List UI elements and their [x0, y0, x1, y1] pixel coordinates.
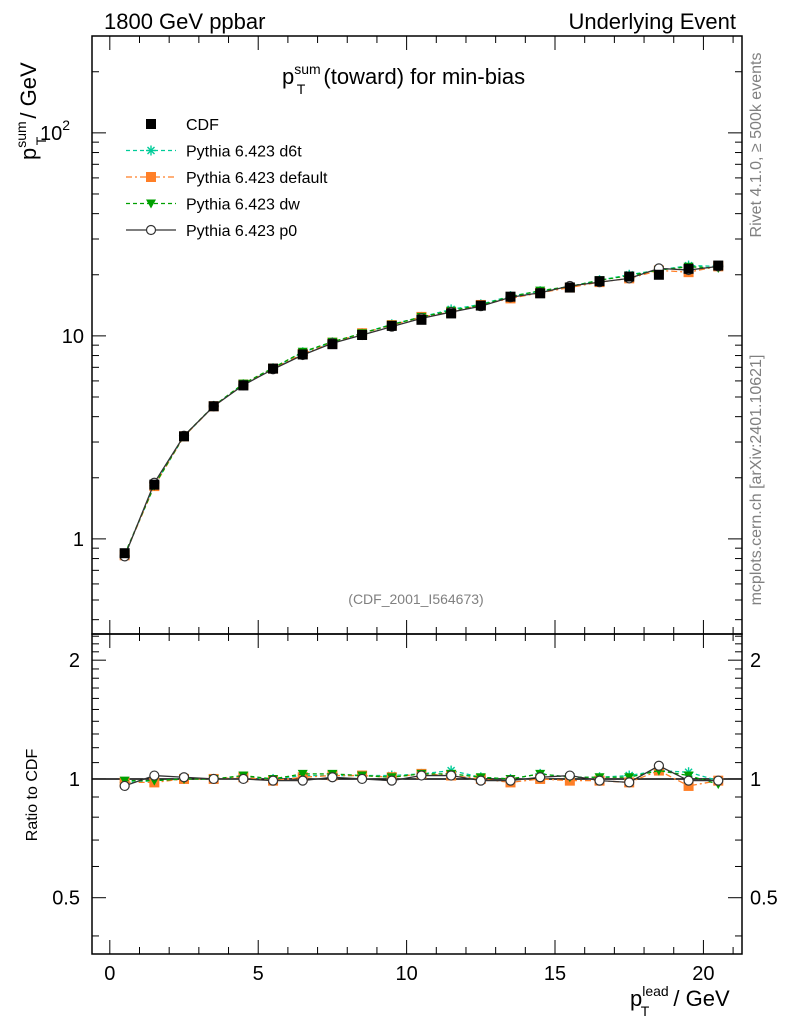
- main-point-cdf: [268, 363, 279, 374]
- legend-marker-pythia-6-423-dw: [146, 199, 156, 209]
- title-sub: T: [297, 81, 306, 97]
- main-point-cdf: [386, 320, 397, 331]
- ratio-point-pythia-6-423-p0: [327, 772, 338, 783]
- main-ylabel: psum T / GeV: [13, 62, 49, 160]
- ratio-point-pythia-6-423-p0: [505, 775, 516, 786]
- x-tick-label: 15: [544, 963, 566, 985]
- ratio-y-tick-label-right: 1: [750, 769, 761, 791]
- ratio-plot-frame: [91, 633, 743, 955]
- x-tick-label: 10: [395, 963, 417, 985]
- main-point-cdf: [505, 291, 516, 302]
- xlabel-sup: lead: [642, 983, 668, 999]
- ratio-point-pythia-6-423-p0: [683, 775, 694, 786]
- ratio-point-pythia-6-423-p0: [564, 770, 575, 781]
- ratio-point-pythia-6-423-p0: [238, 773, 249, 785]
- y-tick-label: 1: [73, 529, 84, 551]
- x-tick-label: 0: [104, 963, 115, 985]
- main-point-cdf: [683, 263, 694, 274]
- header-right: Underlying Event: [568, 9, 736, 34]
- main-point-cdf: [564, 282, 575, 293]
- header-left: 1800 GeV ppbar: [104, 9, 265, 34]
- ratio-y-tick-label-left: 2: [69, 650, 80, 672]
- main-point-cdf: [149, 479, 160, 490]
- title-rest: (toward) for min-bias: [317, 64, 525, 89]
- title-sup: sum: [294, 61, 320, 77]
- legend-label-pythia-6-423-default: Pythia 6.423 default: [186, 170, 328, 187]
- ratio-point-pythia-6-423-p0: [446, 770, 457, 781]
- ratio-y-tick-label-left: 1: [69, 769, 80, 791]
- xlabel-sub: T: [641, 1003, 650, 1019]
- legend-marker-pythia-6-423-d6t: [146, 145, 156, 156]
- ratio-point-pythia-6-423-p0: [416, 770, 427, 781]
- ratio-point-pythia-6-423-p0: [178, 772, 190, 783]
- rivet-label: Rivet 4.1.0, ≥ 500k events: [748, 53, 765, 238]
- main-point-cdf: [713, 260, 724, 271]
- ylabel-rest: / GeV: [16, 62, 41, 125]
- ratio-y-tick-label-right: 0.5: [750, 888, 778, 910]
- ratio-point-pythia-6-423-p0: [535, 772, 546, 783]
- analysis-id: (CDF_2001_I564673): [348, 591, 483, 607]
- ratio-point-pythia-6-423-p0: [713, 775, 724, 786]
- legend-marker-pythia-6-423-default: [146, 172, 156, 182]
- y-tick-label: 10: [62, 326, 84, 348]
- main-point-cdf: [238, 380, 249, 391]
- ratio-point-pythia-6-423-p0: [149, 770, 160, 781]
- xlabel: plead T / GeV: [630, 983, 730, 1019]
- ratio-point-pythia-6-423-p0: [653, 760, 664, 771]
- main-point-cdf: [475, 300, 486, 311]
- ratio-point-pythia-6-423-p0: [297, 775, 308, 786]
- ratio-point-pythia-6-423-p0: [475, 775, 486, 786]
- ylabel-base: p: [16, 148, 41, 160]
- ylabel-sup: sum: [13, 121, 29, 147]
- main-point-cdf: [446, 308, 457, 319]
- legend: CDF Pythia 6.423 d6t Pythia 6.423 default P…: [126, 117, 328, 240]
- xlabel-base: p: [630, 986, 642, 1011]
- main-series-layer: [119, 260, 724, 562]
- main-point-cdf: [327, 339, 338, 350]
- ratio-y-tick-label-right: 2: [750, 650, 761, 672]
- ratio-point-pythia-6-423-p0: [267, 775, 279, 786]
- x-tick-label: 5: [253, 963, 264, 985]
- legend-label-pythia-6-423-p0: Pythia 6.423 p0: [186, 223, 297, 240]
- ratio-point-pythia-6-423-p0: [594, 775, 605, 786]
- legend-label-pythia-6-423-d6t: Pythia 6.423 d6t: [186, 144, 302, 161]
- ratio-axis-ticks: 0 5 10 15 20 0.5 1 2 0.5 1 2: [52, 634, 778, 985]
- main-point-cdf: [624, 271, 635, 282]
- mcplots-label: mcplots.cern.ch [arXiv:2401.10621]: [748, 355, 765, 606]
- ratio-point-pythia-6-423-default: [683, 780, 694, 791]
- ratio-point-pythia-6-423-p0: [119, 780, 130, 792]
- main-title: psum T (toward) for min-bias: [282, 61, 525, 97]
- legend-marker-cdf: [146, 119, 156, 129]
- main-point-cdf: [357, 329, 368, 340]
- title-base: p: [282, 64, 294, 89]
- x-tick-label: 20: [692, 963, 714, 985]
- main-point-cdf: [119, 548, 130, 559]
- legend-marker-pythia-6-423-d6t-stroke: [147, 146, 155, 155]
- ylabel-sub: T: [33, 136, 49, 145]
- xlabel-rest: / GeV: [667, 986, 730, 1011]
- main-series-line-pythia-6-423-dw: [124, 266, 719, 555]
- main-point-cdf: [653, 269, 664, 280]
- main-point-cdf: [535, 288, 546, 299]
- ratio-point-pythia-6-423-p0: [624, 777, 635, 788]
- main-point-cdf: [208, 401, 219, 412]
- ratio-series-layer: [119, 760, 724, 792]
- ratio-point-pythia-6-423-p0: [356, 773, 368, 785]
- ratio-y-tick-label-left: 0.5: [52, 888, 80, 910]
- ratio-point-pythia-6-423-p0: [386, 775, 397, 786]
- main-point-cdf: [416, 314, 427, 325]
- main-point-cdf: [594, 276, 605, 287]
- legend-label-cdf: CDF: [186, 117, 219, 134]
- ratio-point-pythia-6-423-dw: [297, 769, 308, 779]
- legend-marker-pythia-6-423-p0: [145, 224, 157, 236]
- main-point-cdf: [179, 431, 190, 442]
- legend-label-pythia-6-423-dw: Pythia 6.423 dw: [186, 197, 300, 214]
- main-point-cdf: [297, 349, 308, 360]
- y-tick-exponent: 2: [62, 117, 70, 133]
- ratio-ylabel: Ratio to CDF: [24, 749, 41, 842]
- ratio-point-pythia-6-423-p0: [208, 773, 219, 785]
